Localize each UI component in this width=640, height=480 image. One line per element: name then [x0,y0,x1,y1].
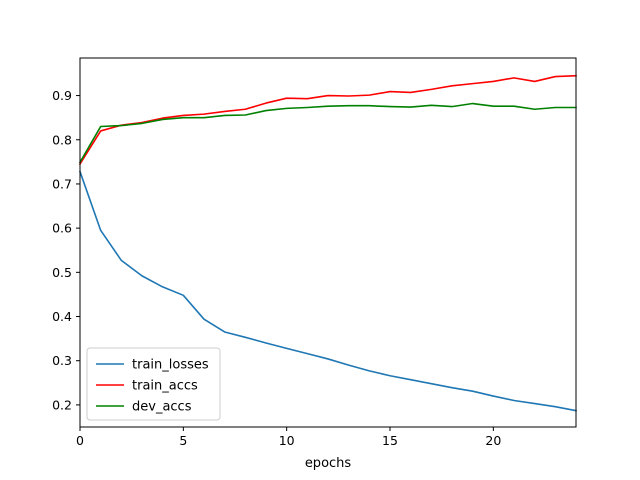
series-line-dev_accs [78,102,577,164]
x-tick-label: 15 [382,433,398,448]
legend-box [86,347,221,421]
legend-label-train_losses: train_losses [132,358,209,373]
y-tick-label: 0.9 [52,88,72,103]
y-tick-label: 0.4 [52,309,72,324]
y-tick-label: 0.7 [52,176,72,191]
series-line-train_losses [78,170,577,412]
y-tick-label: 0.5 [52,265,72,280]
legend-label-dev_accs: dev_accs [132,400,192,415]
legend: train_losses train_accs dev_accs [86,347,221,421]
series-line-train_accs [78,74,577,166]
y-tick-label: 0.8 [52,132,72,147]
lines-layer [78,74,577,412]
y-tick-label: 0.2 [52,397,72,412]
plot-frame [79,57,577,428]
x-tick-label: 20 [485,433,501,448]
y-tick-label: 0.6 [52,221,72,236]
x-tick-label: 0 [76,433,84,448]
y-tick-label: 0.3 [52,353,72,368]
x-axis-title: epochs [305,456,352,471]
legend-label-train_accs: train_accs [132,379,198,394]
axes-layer: 0 5 10 15 20 0.2 0.3 0.4 0.5 0.6 0.7 0.8 0.9 [52,57,577,448]
x-tick-label: 10 [279,433,295,448]
x-tick-label: 5 [179,433,187,448]
